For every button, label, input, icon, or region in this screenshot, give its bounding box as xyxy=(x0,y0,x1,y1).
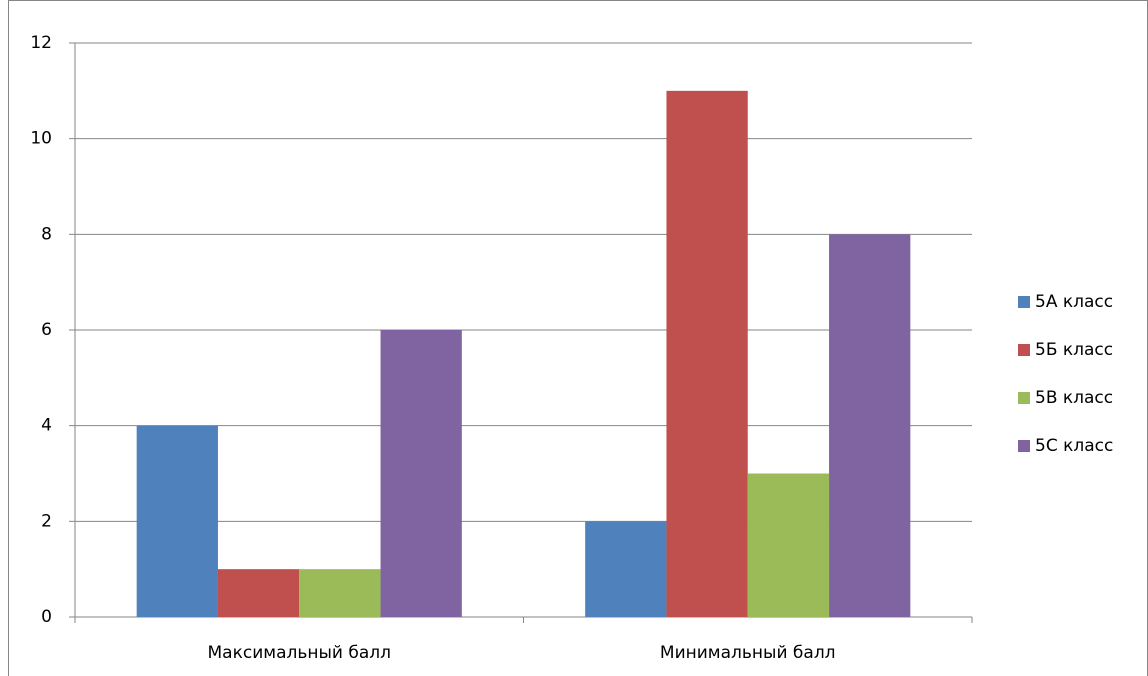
y-tick-label: 0 xyxy=(41,607,52,627)
x-tick-label: Минимальный балл xyxy=(660,643,836,663)
legend-label: 5А класс xyxy=(1035,292,1113,312)
bar xyxy=(666,90,748,618)
bar xyxy=(299,569,381,617)
legend-label: 5В класс xyxy=(1035,388,1113,408)
x-tick-label: Максимальный балл xyxy=(208,643,392,663)
y-tick-label: 10 xyxy=(30,129,52,149)
y-tick-label: 8 xyxy=(41,224,52,244)
legend-swatch xyxy=(1018,344,1030,356)
bar xyxy=(585,521,667,617)
bar xyxy=(829,234,911,618)
y-tick-label: 2 xyxy=(41,511,52,531)
bar xyxy=(380,330,462,617)
y-tick-label: 4 xyxy=(41,416,52,436)
y-tick-label: 6 xyxy=(41,320,52,340)
legend-label: 5С класс xyxy=(1035,436,1113,456)
legend-swatch xyxy=(1018,440,1030,452)
legend-swatch xyxy=(1018,296,1030,308)
bar xyxy=(747,473,830,617)
legend-label: 5Б класс xyxy=(1035,340,1113,360)
bar xyxy=(136,425,218,617)
bar xyxy=(217,569,300,617)
y-tick-label: 12 xyxy=(30,33,52,53)
legend-swatch xyxy=(1018,392,1030,404)
